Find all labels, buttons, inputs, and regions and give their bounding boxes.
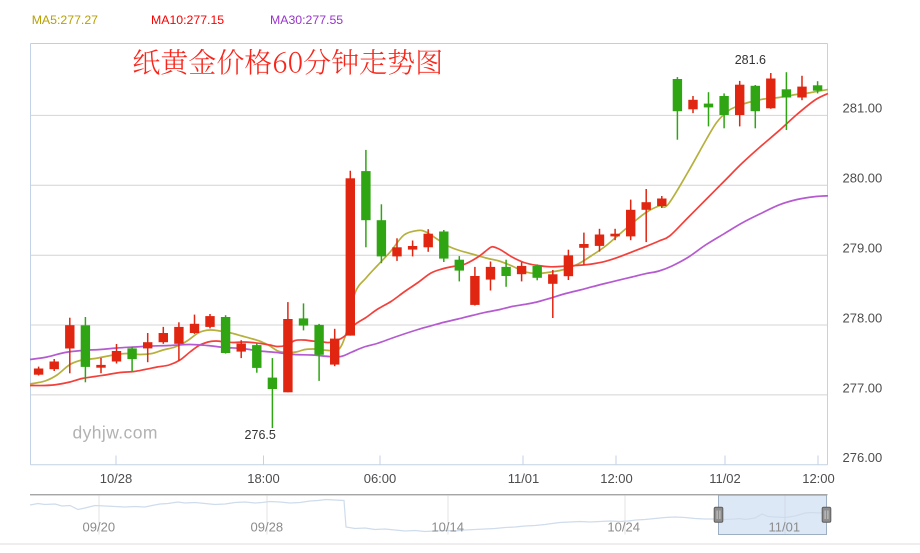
svg-text:10/14: 10/14 — [431, 520, 464, 535]
svg-text:MA5:277.27: MA5:277.27 — [32, 13, 98, 27]
svg-text:10/24: 10/24 — [607, 520, 640, 535]
svg-text:278.00: 278.00 — [843, 310, 883, 325]
svg-text:12:00: 12:00 — [600, 471, 633, 486]
svg-text:11/01: 11/01 — [508, 471, 540, 486]
svg-text:11/01: 11/01 — [769, 520, 801, 535]
svg-text:279.00: 279.00 — [843, 241, 883, 256]
svg-text:12:00: 12:00 — [802, 471, 835, 486]
svg-text:dyhjw.com: dyhjw.com — [73, 423, 158, 443]
svg-text:281.6: 281.6 — [735, 53, 766, 67]
svg-text:281.00: 281.00 — [843, 101, 883, 116]
svg-text:06:00: 06:00 — [364, 471, 397, 486]
svg-text:280.00: 280.00 — [843, 171, 883, 186]
svg-text:09/28: 09/28 — [251, 520, 284, 535]
svg-text:277.00: 277.00 — [843, 380, 883, 395]
svg-text:10/28: 10/28 — [100, 471, 133, 486]
svg-text:18:00: 18:00 — [247, 471, 280, 486]
svg-text:MA10:277.15: MA10:277.15 — [151, 13, 224, 27]
svg-text:276.5: 276.5 — [245, 428, 276, 442]
svg-text:MA30:277.55: MA30:277.55 — [270, 13, 343, 27]
svg-text:09/20: 09/20 — [83, 520, 116, 535]
svg-text:11/02: 11/02 — [709, 471, 741, 486]
svg-text:276.00: 276.00 — [843, 450, 883, 465]
